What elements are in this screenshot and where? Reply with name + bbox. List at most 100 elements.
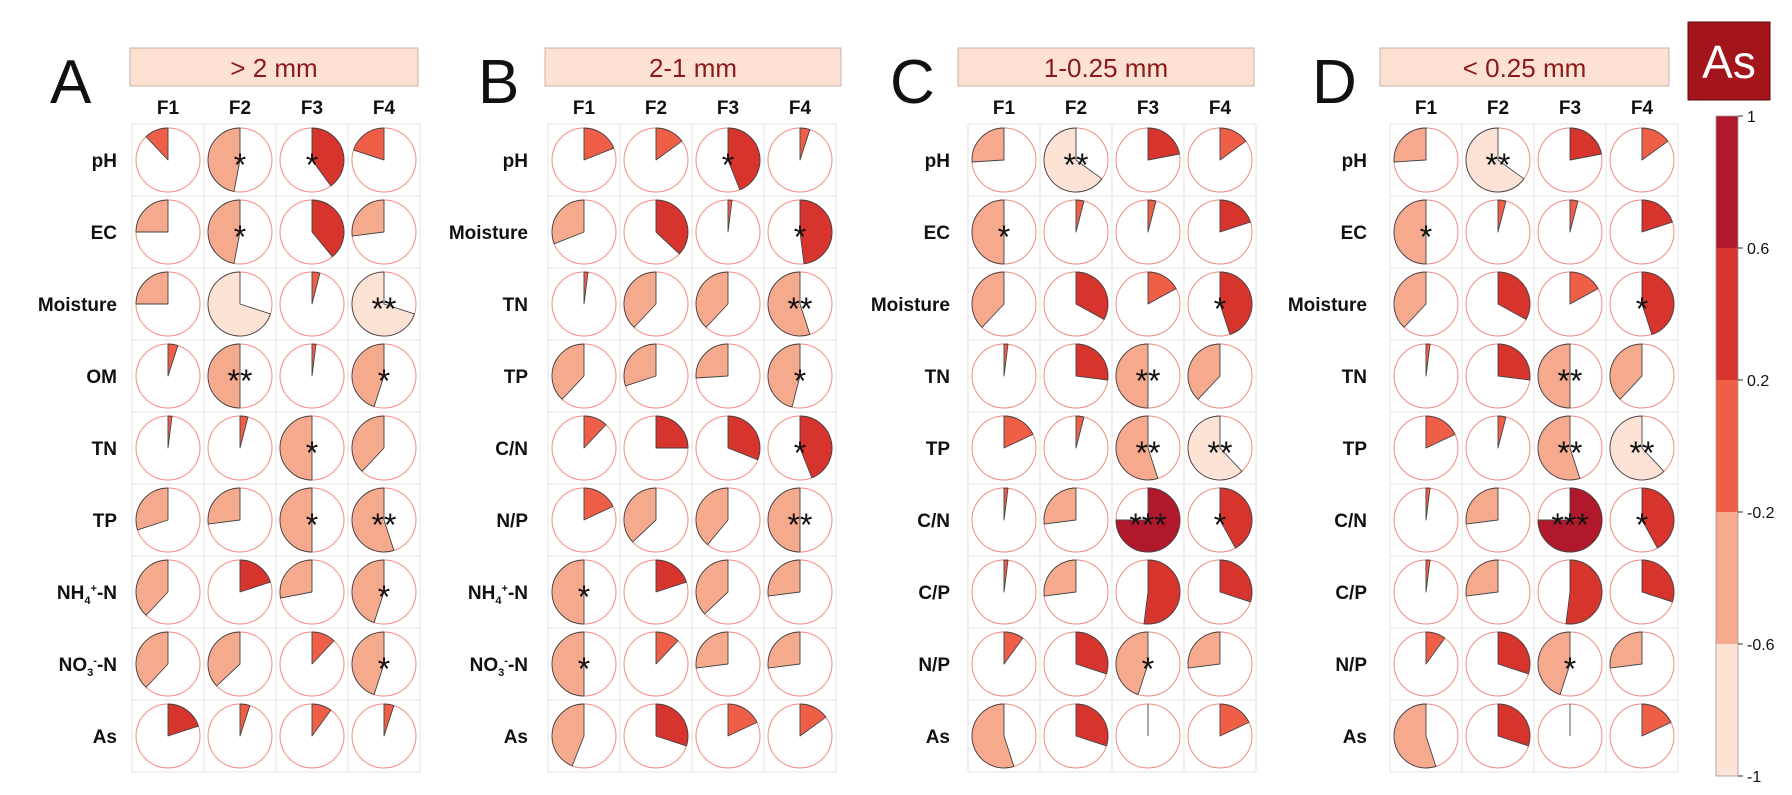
pie-slice: [655, 415, 689, 449]
pie-slice: [311, 271, 321, 305]
pie-slice: [351, 415, 385, 472]
pie-cell: *: [695, 127, 761, 193]
pie-slice: [1537, 487, 1603, 553]
pie-slice: [1219, 271, 1253, 335]
pie-slice: [1497, 631, 1531, 675]
row-label: C/N: [1334, 511, 1367, 532]
row-label: C/P: [1335, 583, 1367, 604]
pie-cell: [623, 415, 689, 481]
pie-slice: [727, 703, 758, 737]
pie-cell: [767, 559, 833, 625]
pie-slice: [351, 199, 385, 237]
pie-slice: [135, 199, 169, 233]
pie-cell: [207, 703, 273, 769]
pie-slice: [655, 703, 689, 747]
pie-cell: **: [1465, 127, 1531, 193]
pie-slice: [1187, 415, 1243, 481]
pie-slice: [1641, 271, 1675, 335]
pie-slice: [351, 487, 395, 553]
pie-slice: [1497, 199, 1507, 233]
significance-mark: **: [1558, 363, 1583, 399]
pie-cell: [971, 415, 1037, 481]
pie-cell: [971, 703, 1037, 769]
pie-cell: [135, 559, 201, 625]
pie-cell: [351, 127, 417, 193]
panel-letter: B: [478, 48, 519, 117]
column-header-F3: F3: [717, 98, 739, 119]
pie-slice: [351, 559, 385, 623]
pie-cell: [351, 199, 417, 265]
pie-cell: [1465, 199, 1531, 265]
pie-cell: [1115, 703, 1181, 769]
pie-cell: [971, 631, 1037, 697]
pie-slice: [1425, 559, 1431, 593]
pie-slice: [1465, 559, 1499, 597]
pie-slice: [1003, 487, 1009, 521]
pie-cell: [207, 631, 273, 697]
pie-cell: [135, 415, 201, 481]
pie-cell: [1043, 703, 1109, 769]
pie-slice: [727, 127, 761, 191]
pie-cell: [279, 271, 345, 337]
pie-cell: [351, 703, 417, 769]
significance-mark: *: [306, 435, 318, 471]
pie-cell: [971, 487, 1037, 553]
panel-title-box: [544, 47, 842, 87]
pie-slice: [971, 271, 1005, 328]
pie-slice: [623, 487, 657, 543]
pie-slice: [1425, 631, 1446, 665]
column-header-F1: F1: [157, 98, 180, 119]
significance-mark: *: [722, 147, 734, 183]
pie-slice: [767, 343, 801, 408]
pie-slice: [551, 703, 585, 767]
pie-slice: [1425, 415, 1456, 449]
pie-slice: [727, 415, 761, 461]
pie-cell: *: [551, 631, 617, 697]
pie-cell: [1393, 703, 1459, 769]
pie-slice: [1497, 415, 1507, 449]
pie-slice: [551, 559, 585, 625]
column-header-F4: F4: [1209, 98, 1232, 119]
significance-mark: **: [372, 291, 397, 327]
pie-cell: [1043, 559, 1109, 625]
row-label: NH4+-N: [468, 583, 528, 607]
pie-cell: [623, 199, 689, 265]
colorbar-bin: [1716, 380, 1738, 512]
pie-slice: [167, 415, 173, 449]
column-header-F2: F2: [645, 98, 667, 119]
pie-slice: [583, 487, 614, 521]
pie-slice: [799, 415, 833, 479]
significance-mark: **: [788, 291, 813, 327]
pie-cell: [971, 271, 1037, 337]
pie-slice: [311, 199, 345, 258]
pie-cell: [623, 487, 689, 553]
pie-slice: [1465, 127, 1525, 193]
pie-slice: [351, 631, 385, 695]
significance-mark: *: [378, 363, 390, 399]
pie-slice: [1537, 343, 1571, 409]
pie-cell: [351, 415, 417, 481]
row-label: pH: [92, 151, 117, 172]
pie-slice: [1219, 487, 1253, 549]
pie-cell: [1393, 271, 1459, 337]
pie-slice: [695, 631, 729, 669]
pie-cell: *: [351, 559, 417, 625]
row-label: Moisture: [1288, 295, 1367, 316]
significance-mark: *: [794, 363, 806, 399]
pie-cell: [1187, 631, 1253, 697]
row-label: As: [93, 727, 117, 748]
row-label: NO3--N: [59, 655, 117, 679]
pie-cell: [695, 271, 761, 337]
pie-slice: [167, 343, 179, 377]
row-label: pH: [925, 151, 950, 172]
pie-cell: [207, 559, 273, 625]
pie-slice: [727, 199, 733, 233]
significance-mark: *: [1636, 291, 1648, 327]
pie-cell: [135, 703, 201, 769]
pie-cell: *: [767, 199, 833, 265]
pie-slice: [583, 271, 589, 305]
pie-cell: *: [1115, 631, 1181, 697]
pie-slice: [799, 199, 833, 265]
significance-mark: **: [1136, 435, 1161, 471]
